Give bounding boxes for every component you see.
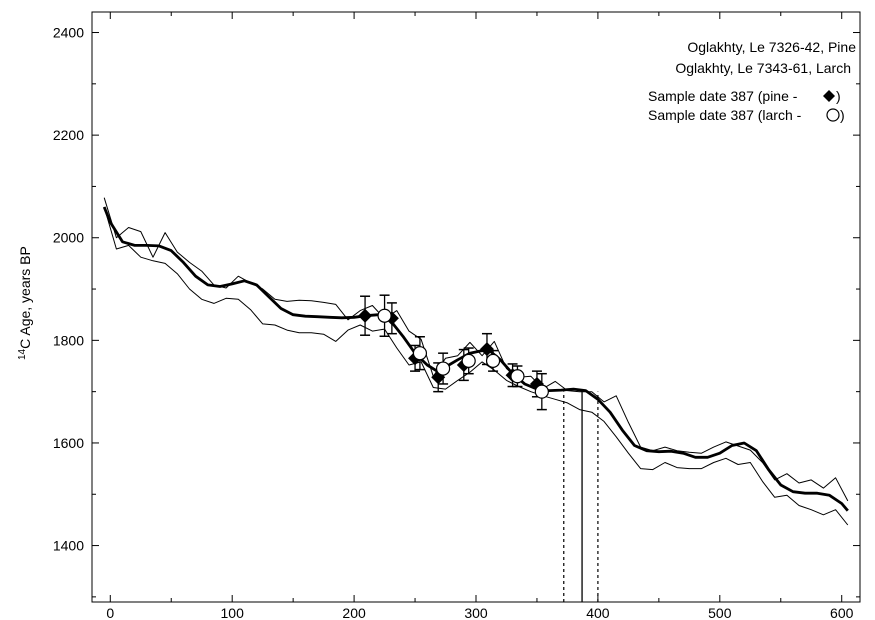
larch-point-7 (534, 384, 549, 399)
y-tick-label-1600: 1600 (53, 435, 84, 451)
x-tick-label-500: 500 (708, 605, 732, 620)
x-tick-label-100: 100 (221, 605, 245, 620)
legend-close-paren-1: ) (836, 88, 841, 104)
y-axis-title-text: C Age, years BP (17, 246, 33, 349)
legend-line-4: Sample date 387 (larch - (648, 107, 802, 123)
y-tick-label-2000: 2000 (53, 230, 84, 246)
legend-diamond-marker (823, 90, 835, 102)
x-tick-label-200: 200 (342, 605, 366, 620)
larch-point-2 (412, 346, 428, 361)
calibration-lower-line (103, 206, 849, 526)
y-axis-title: 14C Age, years BP (17, 246, 33, 360)
x-tick-label-400: 400 (586, 605, 610, 620)
legend: Oglakhty, Le 7326-42, Pine Oglakhty, Le … (648, 39, 856, 123)
legend-line-2: Oglakhty, Le 7343-61, Larch (675, 60, 851, 76)
y-axis-title-superscript: 14 (17, 348, 28, 360)
calibration-curve-line (102, 206, 849, 512)
larch-point-6 (510, 369, 525, 384)
larch-point-1 (377, 308, 392, 323)
y-tick-label-2400: 2400 (53, 25, 84, 41)
legend-line-3: Sample date 387 (pine - (648, 88, 798, 104)
legend-close-paren-2: ) (840, 107, 845, 123)
sample-points (358, 294, 549, 411)
x-tick-label-300: 300 (464, 605, 488, 620)
axis-ticks: 0 100 200 300 400 500 600 1400 1600 1800 2000 2200 2… (53, 12, 860, 620)
y-tick-label-2200: 2200 (53, 127, 84, 143)
larch-point-5 (485, 353, 501, 368)
calibration-upper-line (103, 197, 849, 502)
y-tick-label-1800: 1800 (53, 332, 84, 348)
pine-point-6 (479, 342, 494, 357)
calibration-curves (102, 197, 849, 526)
pine-point-1 (358, 308, 373, 323)
sample-date-lines (563, 389, 599, 602)
legend-circle-marker (826, 108, 840, 122)
larch-point-3 (435, 361, 451, 376)
larch-point-4 (461, 353, 476, 368)
x-tick-label-600: 600 (830, 605, 854, 620)
x-tick-label-0: 0 (106, 605, 114, 620)
legend-line-1: Oglakhty, Le 7326-42, Pine (687, 39, 856, 55)
y-tick-label-1400: 1400 (53, 538, 84, 554)
